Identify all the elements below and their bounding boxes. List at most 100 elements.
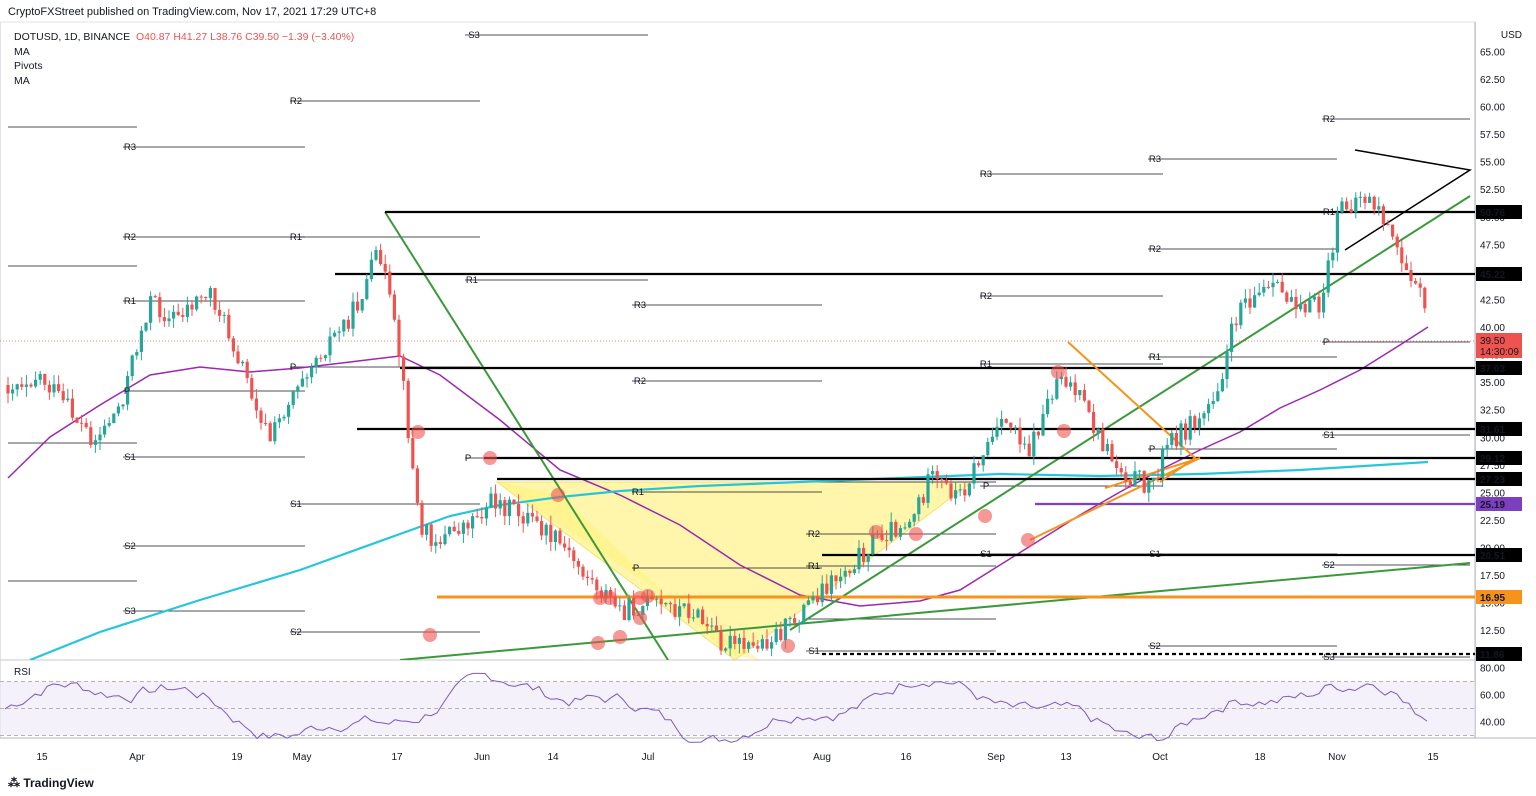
candle-body bbox=[15, 384, 19, 390]
candle-body bbox=[1046, 398, 1050, 415]
pivot-label: P bbox=[983, 481, 989, 492]
candle-body bbox=[107, 423, 111, 426]
level-tag-label: 29.12 bbox=[1480, 454, 1505, 465]
candle-body bbox=[659, 598, 663, 605]
wedge-lower-2 bbox=[1104, 457, 1201, 489]
candle-body bbox=[406, 380, 410, 439]
candle-body bbox=[990, 436, 994, 442]
indicator-ma-1[interactable]: MA bbox=[14, 45, 30, 58]
pivot-label: S2 bbox=[124, 541, 136, 552]
candle-body bbox=[1349, 209, 1353, 213]
candle-body bbox=[57, 384, 61, 392]
candle-body bbox=[300, 378, 304, 387]
highlight-circle bbox=[1021, 533, 1035, 547]
candle-body bbox=[121, 404, 125, 407]
y-tick-label: 25.00 bbox=[1480, 488, 1505, 499]
candle-body bbox=[346, 319, 350, 329]
level-tag bbox=[1476, 422, 1522, 436]
candle-body bbox=[411, 438, 415, 469]
candle-body bbox=[760, 639, 764, 649]
candle-body bbox=[1386, 224, 1390, 226]
x-tick-label: 13 bbox=[1060, 752, 1072, 763]
candle-body bbox=[498, 500, 502, 509]
candle-body bbox=[130, 355, 134, 377]
candle-body bbox=[926, 474, 930, 503]
candle-body bbox=[696, 609, 700, 618]
indicator-pivots[interactable]: Pivots bbox=[14, 60, 43, 72]
candle-body bbox=[862, 547, 866, 562]
level-tag bbox=[1476, 361, 1522, 375]
candle-body bbox=[1013, 427, 1017, 429]
indicator-ma-2[interactable]: MA bbox=[14, 74, 30, 87]
x-tick-label: 17 bbox=[391, 752, 403, 763]
highlight-circle bbox=[483, 451, 497, 465]
candle-body bbox=[1358, 196, 1362, 198]
symbol-label: DOTUSD, 1D, BINANCE bbox=[14, 31, 131, 43]
candle-body bbox=[622, 605, 626, 620]
pivot-label: R3 bbox=[1149, 154, 1161, 165]
candle-body bbox=[52, 384, 56, 393]
candle-body bbox=[475, 516, 479, 518]
countdown-label: 14:30:09 bbox=[1480, 347, 1519, 358]
y-tick-label: 27.50 bbox=[1480, 461, 1505, 472]
candle-body bbox=[245, 361, 249, 379]
pivot-label: R3 bbox=[980, 169, 992, 180]
candle-body bbox=[774, 628, 778, 643]
level-tag-label: 25.19 bbox=[1480, 500, 1505, 511]
candle-body bbox=[1216, 391, 1220, 402]
rsi-line bbox=[4, 672, 1428, 743]
y-tick-label: 30.00 bbox=[1480, 433, 1505, 444]
candle-body bbox=[1331, 252, 1335, 261]
candle-body bbox=[323, 355, 327, 359]
candle-body bbox=[461, 522, 465, 534]
candle-body bbox=[494, 493, 498, 509]
ma-fast-line bbox=[7, 326, 1429, 607]
candle-body bbox=[116, 406, 120, 414]
candle-body bbox=[857, 547, 861, 570]
candle-body bbox=[1308, 299, 1312, 313]
pivot-label: S3 bbox=[1323, 652, 1335, 663]
candle-body bbox=[507, 499, 511, 517]
candle-body bbox=[112, 413, 116, 424]
y-tick-label: 17.50 bbox=[1480, 571, 1505, 582]
pivot-label: S1 bbox=[980, 549, 992, 560]
candle-body bbox=[282, 416, 286, 419]
candle-body bbox=[668, 602, 672, 605]
candle-body bbox=[1299, 303, 1303, 310]
candle-body bbox=[1363, 196, 1367, 203]
candle-body bbox=[742, 637, 746, 649]
candle-body bbox=[1368, 196, 1372, 203]
candle-body bbox=[563, 543, 567, 548]
candle-body bbox=[829, 575, 833, 594]
candle-body bbox=[457, 530, 461, 534]
candle-body bbox=[1156, 477, 1160, 479]
candle-body bbox=[967, 483, 971, 496]
wedge-upper bbox=[1067, 341, 1197, 483]
candle-body bbox=[480, 517, 484, 519]
candle-body bbox=[438, 542, 442, 544]
candle-body bbox=[783, 618, 787, 640]
candle-body bbox=[126, 376, 130, 405]
rsi-label: RSI bbox=[14, 667, 31, 678]
y-tick-label: 42.50 bbox=[1480, 295, 1505, 306]
candle-body bbox=[236, 351, 240, 364]
candle-body bbox=[153, 296, 157, 298]
x-tick-label: 19 bbox=[231, 752, 243, 763]
candle-body bbox=[1285, 292, 1289, 302]
tradingview-brand[interactable]: ⁂ TradingView bbox=[8, 776, 94, 790]
chart-legend: DOTUSD, 1D, BINANCE O40.87 H41.27 L38.76… bbox=[14, 30, 354, 88]
candle-body bbox=[98, 434, 102, 441]
candle-body bbox=[540, 521, 544, 536]
pivot-label: S3 bbox=[124, 606, 136, 617]
candle-body bbox=[1055, 379, 1059, 399]
pivot-label: P bbox=[1149, 444, 1155, 455]
candle-body bbox=[185, 304, 189, 317]
candle-body bbox=[1073, 382, 1077, 396]
pivot-label: R1 bbox=[808, 561, 820, 572]
candle-body bbox=[84, 422, 88, 428]
candle-body bbox=[1165, 444, 1169, 450]
trendline-down bbox=[384, 211, 669, 660]
level-tag-label: 11.86 bbox=[1480, 650, 1505, 661]
candle-body bbox=[1404, 263, 1408, 271]
